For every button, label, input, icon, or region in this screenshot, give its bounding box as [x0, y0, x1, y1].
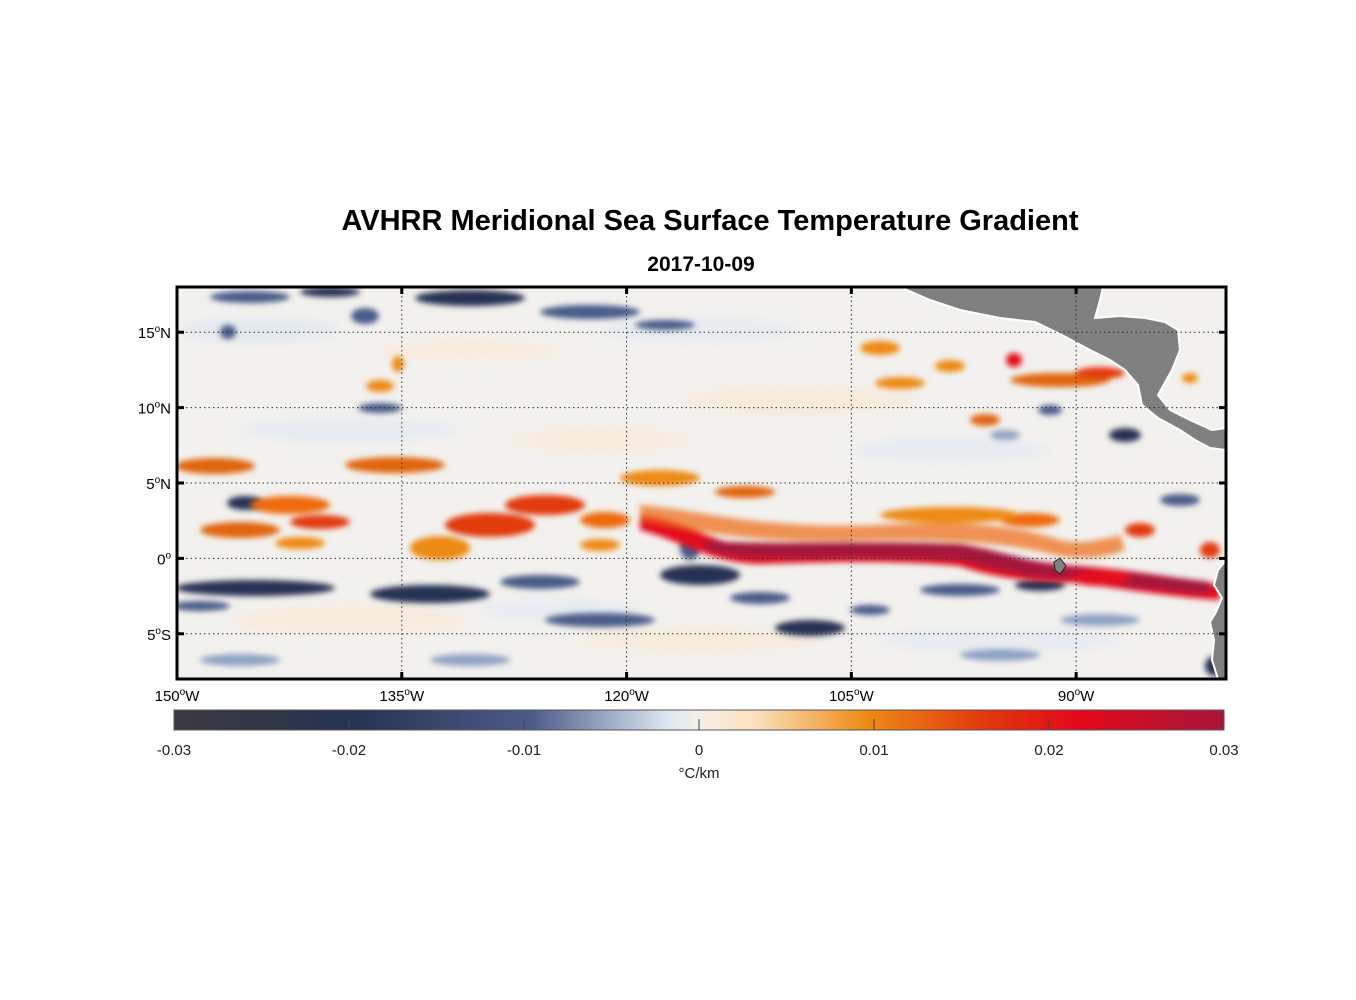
- longitude-tick-labels: 150oW 135oW 120oW 105oW 90oW: [155, 687, 1096, 705]
- colorbar-tick-label: -0.02: [332, 742, 366, 759]
- lon-tick-label: 135oW: [379, 687, 425, 705]
- lat-tick-label: 10oN: [138, 400, 171, 418]
- colorbar-units-label: °C/km: [679, 765, 720, 782]
- latitude-tick-labels: 15oN 10oN 5oN 0o 5oS: [138, 324, 172, 644]
- lat-tick-label: 0o: [157, 550, 171, 568]
- frame-ticks: [175, 287, 1226, 679]
- colorbar-tick-label: 0.02: [1034, 742, 1063, 759]
- lat-tick-label: 5oS: [147, 626, 171, 644]
- colorbar-ticks: -0.03 -0.02 -0.01 0 0.01 0.02 0.03: [157, 719, 1239, 759]
- colorbar-tick-label: 0.03: [1209, 742, 1238, 759]
- south-america-coast: [1208, 558, 1226, 679]
- lon-tick-label: 90oW: [1058, 687, 1095, 705]
- colorbar-tick-label: -0.01: [507, 742, 541, 759]
- colorbar-tick-label: -0.03: [157, 742, 191, 759]
- pale-tint-field: [180, 318, 1120, 652]
- lat-tick-label: 5oN: [146, 475, 171, 493]
- lat-tick-label: 15oN: [138, 324, 171, 342]
- colorbar-tick-label: 0.01: [859, 742, 888, 759]
- land-masses: [899, 287, 1226, 679]
- colorbar-tick-label: 0: [695, 742, 703, 759]
- chart-title: AVHRR Meridional Sea Surface Temperature…: [341, 205, 1079, 237]
- central-america-land: [899, 287, 1226, 452]
- map-grid: [177, 287, 1226, 679]
- lon-tick-label: 105oW: [829, 687, 875, 705]
- lon-tick-label: 150oW: [155, 687, 201, 705]
- positive-gradient-bands: [177, 341, 1220, 600]
- lon-tick-label: 120oW: [604, 687, 650, 705]
- chart-subtitle: 2017-10-09: [647, 253, 755, 276]
